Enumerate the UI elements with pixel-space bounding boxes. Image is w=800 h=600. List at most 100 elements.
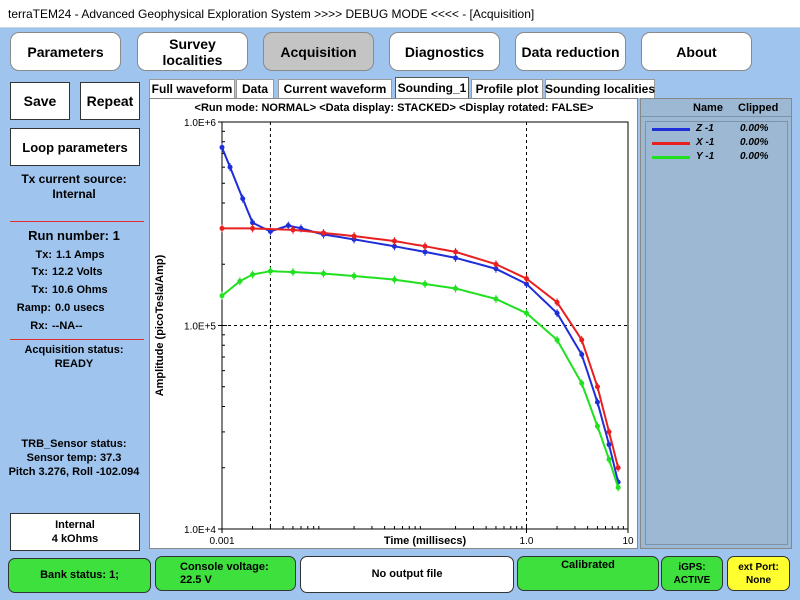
data-reduction-button[interactable]: Data reduction <box>515 32 626 71</box>
ramp-row: Ramp: 0.0 usecs <box>17 302 105 314</box>
legend-box: Z -1 0.00% X -1 0.00% Y -1 0.00% <box>645 121 788 545</box>
data-point <box>594 399 600 405</box>
legend-name-z: Z -1 <box>696 123 714 134</box>
x-tick-label: 1.0 <box>520 536 534 547</box>
pitch-roll: Pitch 3.276, Roll -102.094 <box>8 466 140 478</box>
data-point <box>615 484 621 490</box>
legend-clipped-z: 0.00% <box>740 123 769 134</box>
y-tick-label: 1.0E+5 <box>184 322 216 333</box>
data-point <box>351 273 357 279</box>
tab-current-waveform[interactable]: Current waveform <box>278 79 392 98</box>
data-point <box>227 164 233 170</box>
data-point <box>579 337 585 343</box>
survey-localities-button[interactable]: Survey localities <box>137 32 248 71</box>
legend-line-y <box>652 156 690 159</box>
diagnostics-button[interactable]: Diagnostics <box>389 32 500 71</box>
tx-amps-row: Tx: 1.1 Amps <box>36 249 105 261</box>
data-point <box>493 296 499 302</box>
tx-source-label: Tx current source: <box>21 172 127 186</box>
divider <box>10 221 144 222</box>
ext-port-label: ext Port: <box>738 561 779 573</box>
data-point <box>453 249 459 255</box>
igps-value: ACTIVE <box>673 574 711 586</box>
legend-name-x: X -1 <box>696 137 715 148</box>
data-point <box>524 310 529 316</box>
internal-resistance-box: Internal 4 kOhms <box>10 513 140 551</box>
data-point <box>453 255 459 261</box>
internal-ohms: 4 kOhms <box>51 533 99 545</box>
y-tick-label: 1.0E+4 <box>184 525 216 536</box>
data-point <box>250 220 256 226</box>
repeat-button[interactable]: Repeat <box>80 82 140 120</box>
legend-clipped-x: 0.00% <box>740 137 769 148</box>
window-title: terraTEM24 - Advanced Geophysical Explor… <box>8 7 535 21</box>
tab-profile-plot[interactable]: Profile plot <box>471 79 543 98</box>
legend-clipped-y: 0.00% <box>740 151 769 162</box>
legend-item-z[interactable]: Z -1 0.00% <box>646 122 786 136</box>
data-point <box>250 272 256 278</box>
data-point <box>453 285 459 291</box>
data-point <box>240 196 246 202</box>
data-point <box>391 277 397 283</box>
tab-full-waveform[interactable]: Full waveform <box>149 79 235 98</box>
data-point <box>391 238 397 244</box>
data-point <box>391 243 397 249</box>
legend-item-y[interactable]: Y -1 0.00% <box>646 150 786 164</box>
loop-parameters-button[interactable]: Loop parameters <box>10 128 140 166</box>
about-button[interactable]: About <box>641 32 752 71</box>
save-button[interactable]: Save <box>10 82 70 120</box>
igps-status: iGPS: ACTIVE <box>661 556 723 591</box>
legend-clipped-header: Clipped <box>738 102 779 114</box>
data-point <box>554 337 560 343</box>
data-point <box>219 225 225 231</box>
acquisition-status-value: READY <box>54 358 94 370</box>
legend-name-header: Name <box>693 102 723 114</box>
data-point <box>579 352 585 358</box>
sounding-chart[interactable]: <Run mode: NORMAL> <Data display: STACKE… <box>150 99 637 548</box>
data-point <box>554 299 560 305</box>
main-content: Full waveform Data Current waveform Soun… <box>148 76 800 554</box>
tx-amps-label: Tx: <box>35 249 53 261</box>
data-point <box>219 144 225 150</box>
data-point <box>524 276 529 282</box>
data-point <box>422 249 428 255</box>
data-point <box>606 429 612 435</box>
ext-port-status: ext Port: None <box>727 556 790 591</box>
data-point <box>321 230 326 236</box>
x-tick-label: 0.001 <box>209 536 234 547</box>
acquisition-button[interactable]: Acquisition <box>263 32 374 71</box>
tab-sounding-localities[interactable]: Sounding localities <box>545 79 655 98</box>
tab-sounding-1[interactable]: Sounding_1 <box>395 77 469 98</box>
tx-volts-label: Tx: <box>31 266 49 278</box>
rx-label: Rx: <box>30 320 48 332</box>
tx-ohms-value: 10.6 Ohms <box>52 284 108 296</box>
x-axis-label: Time (millisecs) <box>384 535 467 547</box>
tx-amps-value: 1.1 Amps <box>56 249 105 261</box>
data-point <box>267 268 273 274</box>
data-point <box>554 310 560 316</box>
legend-item-x[interactable]: X -1 0.00% <box>646 136 786 150</box>
data-point <box>422 281 428 287</box>
data-point <box>250 225 256 231</box>
data-point <box>615 465 621 471</box>
rx-value: --NA-- <box>52 320 83 332</box>
tx-ohms-label: Tx: <box>31 284 49 296</box>
main-navigation: Parameters Survey localities Acquisition… <box>0 28 800 76</box>
data-point <box>290 227 296 233</box>
tab-data[interactable]: Data <box>236 79 274 98</box>
data-point <box>267 228 273 234</box>
plot-panel: <Run mode: NORMAL> <Data display: STACKE… <box>149 98 638 549</box>
calibrated-status: Calibrated <box>517 556 659 591</box>
data-point <box>606 442 612 448</box>
data-point <box>237 278 243 284</box>
data-point <box>493 261 499 267</box>
x-tick-label: 10 <box>622 536 634 547</box>
title-bar: terraTEM24 - Advanced Geophysical Explor… <box>0 0 800 28</box>
data-point <box>285 223 291 229</box>
tx-ohms-row: Tx: 10.6 Ohms <box>32 284 108 296</box>
sensor-temp: Sensor temp: 37.3 <box>26 452 122 464</box>
console-voltage-value: 22.5 V <box>180 573 212 586</box>
ramp-value: 0.0 usecs <box>55 302 105 314</box>
data-point <box>594 384 600 390</box>
parameters-button[interactable]: Parameters <box>10 32 121 71</box>
